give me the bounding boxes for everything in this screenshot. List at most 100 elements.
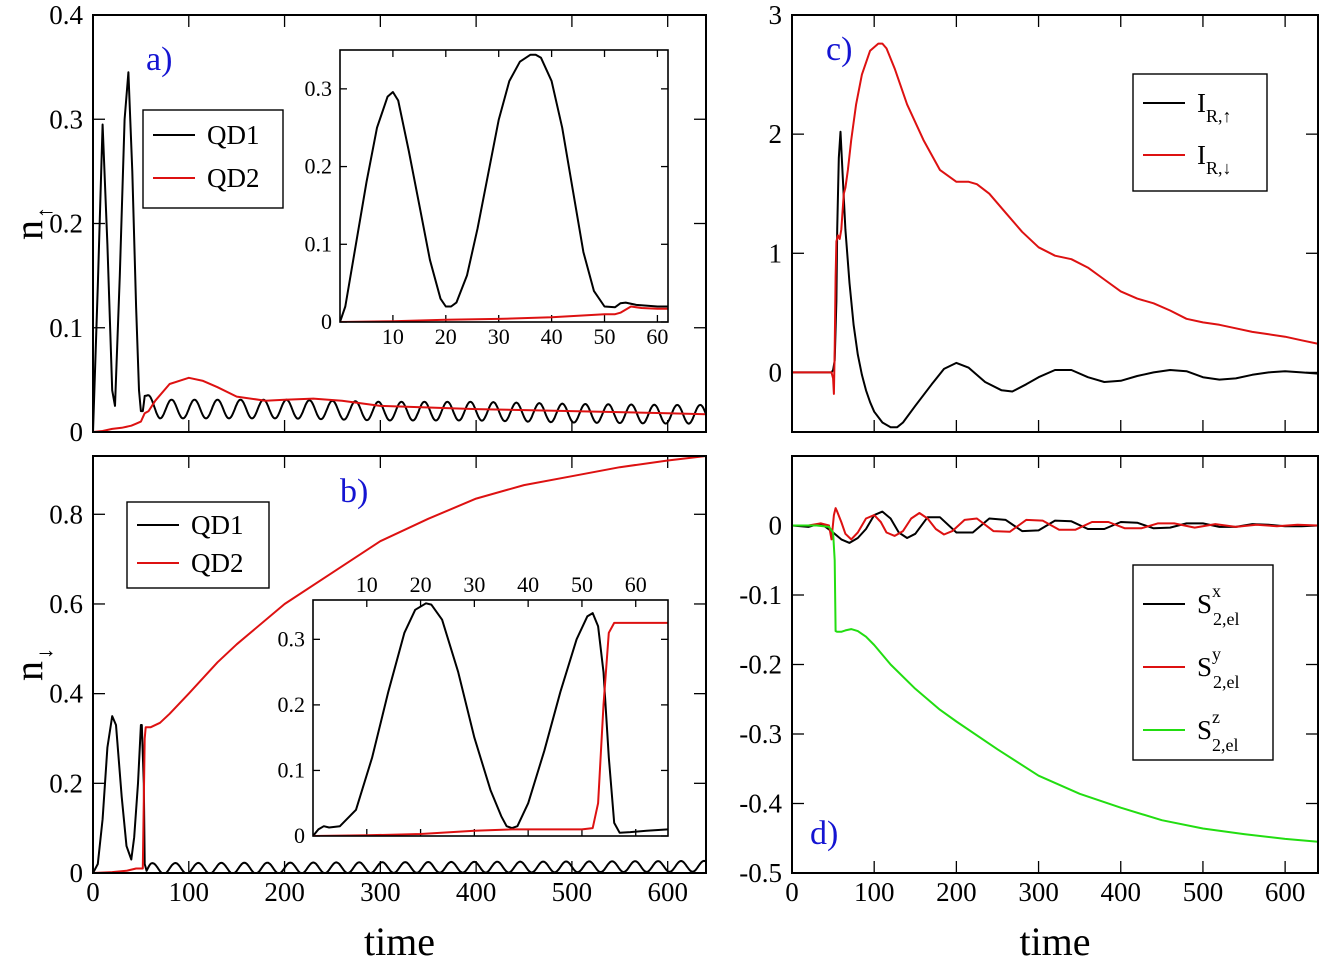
inset-x-tick-label: 20 xyxy=(410,572,432,597)
y-tick-label: 3 xyxy=(769,0,783,30)
inset-x-tick-label: 60 xyxy=(625,572,647,597)
legend-label: QD2 xyxy=(207,163,260,193)
y-tick-label: 0 xyxy=(769,357,783,387)
panel-d-series-sx xyxy=(792,510,1318,544)
y-tick-label: -0.5 xyxy=(739,858,782,888)
inset-background xyxy=(340,50,668,322)
x-tick-label: 600 xyxy=(1265,877,1306,907)
inset-y-tick-label: 0.3 xyxy=(305,76,333,101)
legend-sup: z xyxy=(1212,707,1220,727)
y-tick-label: 0.1 xyxy=(49,313,83,343)
inset-y-tick-label: 0.3 xyxy=(278,626,306,651)
legend-sup: x xyxy=(1212,581,1221,601)
panel-a-series-qd2 xyxy=(93,376,706,432)
y-tick-label: -0.2 xyxy=(739,650,782,680)
inset-a-series-qd1 xyxy=(340,53,668,322)
y-axis-label-sub: ↑ xyxy=(32,207,57,218)
inset-x-tick-label: 50 xyxy=(594,324,616,349)
plot-frame xyxy=(791,14,1319,433)
y-tick-label: -0.1 xyxy=(739,580,782,610)
panel-b-series-qd2 xyxy=(93,456,706,873)
inset-x-tick-label: 50 xyxy=(571,572,593,597)
x-tick-label: 500 xyxy=(552,877,593,907)
legend-sub: R,↓ xyxy=(1206,158,1232,178)
inset-x-tick-label: 20 xyxy=(435,324,457,349)
x-tick-label: 200 xyxy=(264,877,305,907)
y-tick-label: 0.4 xyxy=(49,0,83,30)
panel-label: a) xyxy=(146,41,172,78)
inset-y-tick-label: 0 xyxy=(294,823,305,848)
x-tick-label: 300 xyxy=(360,877,401,907)
plot-frame xyxy=(791,455,1319,874)
y-axis-label: n↓ xyxy=(6,648,57,681)
legend-label: QD2 xyxy=(191,548,244,578)
x-tick-label: 200 xyxy=(936,877,977,907)
legend-label: QD1 xyxy=(207,120,260,150)
y-tick-label: -0.4 xyxy=(739,789,782,819)
legend-box xyxy=(126,501,270,589)
panel-c-series-i-r-down xyxy=(792,42,1318,395)
x-tick-label: 400 xyxy=(1101,877,1142,907)
legend-box xyxy=(1132,564,1274,761)
panel-d: 0 100 200 300 400 500 600 -0.5 -0.4 -0.3 -0.2 -0.1 0… xyxy=(739,455,1319,960)
x-tick-label: 400 xyxy=(456,877,497,907)
x-tick-label: 100 xyxy=(169,877,210,907)
inset-x-tick-label: 10 xyxy=(382,324,404,349)
y-tick-label: 1 xyxy=(769,238,783,268)
y-tick-label: 0.6 xyxy=(49,589,83,619)
y-tick-label: 0.2 xyxy=(49,209,83,239)
inset-x-tick-label: 40 xyxy=(541,324,563,349)
inset-a-series-qd2 xyxy=(340,305,668,322)
inset-a: 10 20 30 40 50 60 0 0.1 0.2 0.3 xyxy=(305,49,669,349)
legend-sub: R,↑ xyxy=(1206,106,1232,126)
x-axis-label: time xyxy=(364,919,435,960)
y-tick-label: 0.2 xyxy=(49,768,83,798)
y-tick-label: 0.3 xyxy=(49,104,83,134)
y-axis-label-sub: ↓ xyxy=(32,648,57,659)
inset-x-tick-label: 30 xyxy=(463,572,485,597)
plot-frame xyxy=(92,455,707,874)
y-tick-label: 0.8 xyxy=(49,499,83,529)
legend-sub: 2,el xyxy=(1213,672,1240,692)
x-axis-label: time xyxy=(1019,919,1090,960)
panel-label: b) xyxy=(340,473,368,510)
inset-y-tick-label: 0.1 xyxy=(305,231,333,256)
legend-box xyxy=(142,109,284,209)
inset-y-tick-label: 0 xyxy=(321,309,332,334)
x-tick-label: 100 xyxy=(854,877,895,907)
panel-d-series-sz xyxy=(792,524,1318,843)
y-axis-label: n↑ xyxy=(6,207,57,240)
inset-x-tick-label: 60 xyxy=(646,324,668,349)
x-tick-label: 0 xyxy=(785,877,799,907)
inset-b-series-qd1 xyxy=(313,602,668,836)
inset-frame xyxy=(339,49,669,323)
x-tick-label: 0 xyxy=(86,877,100,907)
y-tick-label: 0 xyxy=(769,511,783,541)
panel-a-series-qd1 xyxy=(93,71,706,432)
y-tick-label: 0 xyxy=(70,417,84,447)
y-tick-label: 0.4 xyxy=(49,679,83,709)
plot-frame xyxy=(92,14,707,433)
inset-x-tick-label: 10 xyxy=(356,572,378,597)
legend-box xyxy=(1132,73,1268,192)
x-tick-label: 300 xyxy=(1018,877,1059,907)
inset-background xyxy=(313,600,668,836)
y-tick-label: 0 xyxy=(70,858,84,888)
inset-y-tick-label: 0.2 xyxy=(278,692,306,717)
legend-sub: 2,el xyxy=(1212,735,1239,755)
panel-label: c) xyxy=(826,31,852,68)
panel-a: 00.10.20.30.410 20 30 40 50 6000.10.20.3QD1QD… xyxy=(6,0,707,447)
y-tick-label: -0.3 xyxy=(739,719,782,749)
panel-d-series-sy xyxy=(792,507,1318,541)
x-tick-label: 500 xyxy=(1183,877,1224,907)
inset-frame xyxy=(312,599,669,837)
y-tick-label: 2 xyxy=(769,119,783,149)
x-tick-label: 600 xyxy=(647,877,688,907)
legend: IR,↑IR,↓ xyxy=(1132,73,1268,192)
legend-sup: y xyxy=(1212,644,1221,664)
